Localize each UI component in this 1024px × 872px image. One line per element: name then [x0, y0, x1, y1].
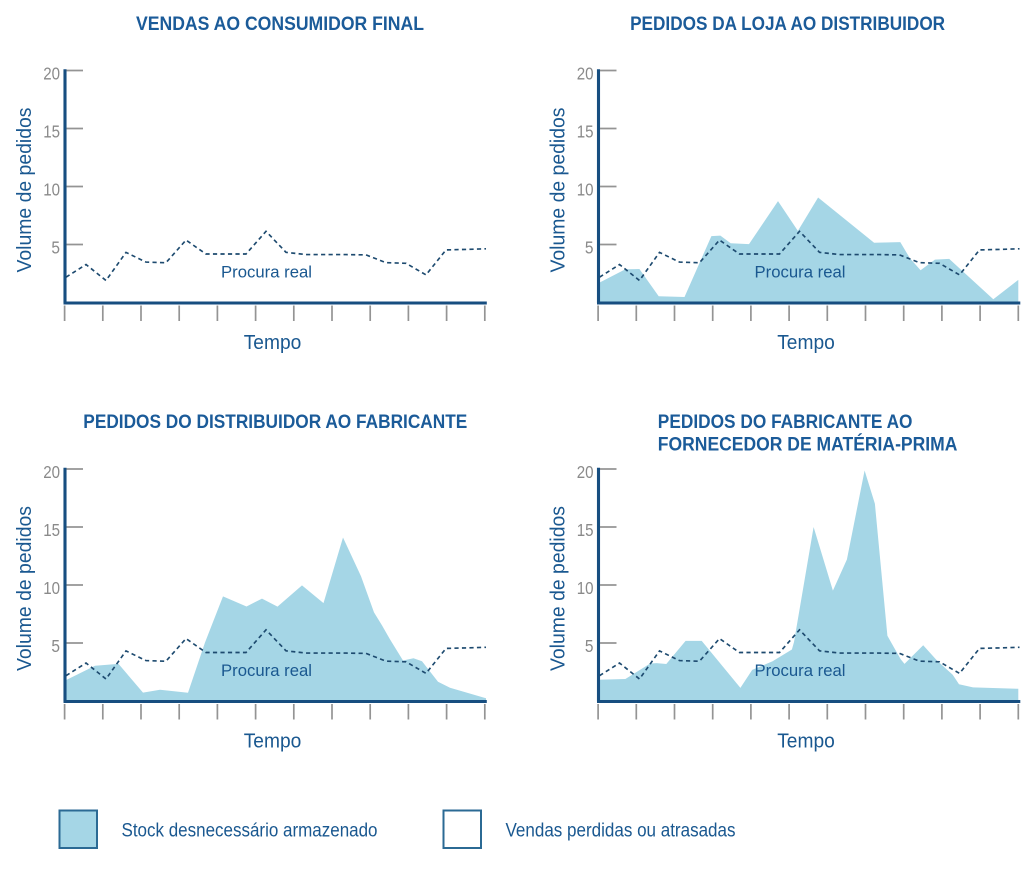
svg-text:Stock desnecessário armazenado: Stock desnecessário armazenado [122, 821, 378, 842]
svg-text:FORNECEDOR DE MATÉRIA-PRIMA: FORNECEDOR DE MATÉRIA-PRIMA [658, 434, 958, 456]
svg-text:PEDIDOS DO DISTRIBUIDOR AO FAB: PEDIDOS DO DISTRIBUIDOR AO FABRICANTE [83, 412, 467, 433]
svg-text:PEDIDOS DO FABRICANTE AO: PEDIDOS DO FABRICANTE AO [658, 412, 913, 433]
svg-text:PEDIDOS DA LOJA AO DISTRIBUIDO: PEDIDOS DA LOJA AO DISTRIBUIDOR [630, 14, 945, 35]
svg-text:VENDAS AO CONSUMIDOR FINAL: VENDAS AO CONSUMIDOR FINAL [136, 14, 424, 35]
svg-text:Vendas perdidas ou atrasadas: Vendas perdidas ou atrasadas [506, 821, 736, 842]
